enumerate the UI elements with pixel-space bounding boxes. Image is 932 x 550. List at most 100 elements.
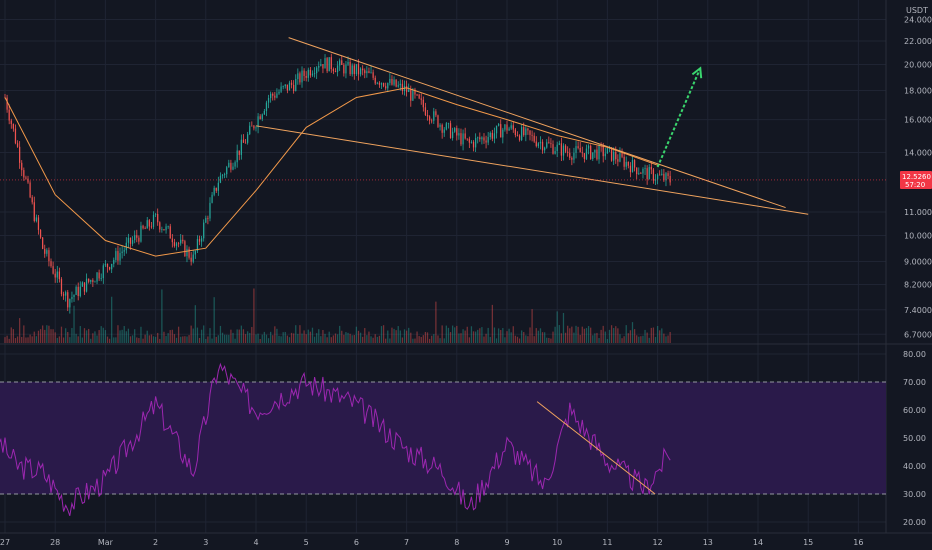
candle-body: [29, 182, 31, 198]
candle-body: [385, 86, 387, 89]
candle-body: [305, 75, 307, 78]
volume-bar: [175, 337, 178, 343]
volume-bar: [564, 332, 567, 343]
volume-bar: [278, 335, 280, 343]
volume-bar: [115, 337, 117, 343]
volume-bar: [531, 309, 533, 343]
candle-body: [416, 94, 418, 96]
candle-body: [138, 237, 140, 242]
volume-bar: [376, 336, 378, 343]
candle-body: [552, 144, 554, 154]
price-tick-label: 20.0000: [904, 61, 932, 70]
candle-body: [104, 263, 107, 266]
candle-body: [12, 123, 14, 129]
volume-bar: [541, 332, 544, 343]
volume-bar: [332, 335, 335, 343]
volume-bar: [433, 334, 435, 343]
candle-body: [362, 68, 364, 71]
volume-bar: [12, 329, 14, 343]
moving-average-line: [4, 87, 658, 257]
candle-body: [226, 167, 228, 175]
volume-bar: [508, 328, 510, 343]
candle-body: [456, 128, 458, 136]
candle-body: [598, 145, 600, 160]
candle-body: [535, 141, 537, 147]
candle-body: [389, 78, 391, 83]
candle-body: [642, 168, 644, 174]
candle-body: [544, 147, 546, 151]
volume-bar: [113, 337, 115, 343]
candle-body: [345, 64, 347, 74]
volume-bar: [316, 333, 318, 343]
candle-body: [48, 250, 50, 262]
volume-bar: [253, 288, 255, 343]
volume-bar: [274, 326, 276, 343]
volume-bar: [512, 326, 514, 343]
volume-bar: [633, 329, 636, 343]
volume-bar: [35, 336, 38, 343]
volume-bar: [177, 326, 180, 343]
volume-bar: [489, 336, 491, 343]
candle-body: [8, 109, 10, 121]
volume-bar: [125, 331, 127, 343]
candle-body: [192, 254, 194, 262]
wedge-trendline: [288, 37, 786, 209]
candle-body: [167, 226, 169, 228]
candle-body: [447, 123, 450, 125]
candle-body: [633, 160, 636, 168]
candle-body: [462, 133, 464, 145]
candle-body: [106, 263, 109, 268]
volume-bar: [19, 318, 21, 343]
volume-bar: [297, 333, 299, 343]
breakout-arrow: [656, 67, 702, 168]
candle-body: [238, 150, 240, 155]
candle-body: [96, 272, 98, 282]
candle-body: [313, 73, 316, 74]
volume-bar: [286, 335, 289, 343]
volume-bar: [163, 331, 165, 343]
candle-body: [111, 263, 113, 270]
x-tick-label: 14: [753, 538, 763, 547]
candle-body: [58, 271, 61, 280]
candle-body: [464, 133, 466, 139]
candle-body: [441, 124, 443, 133]
candle-body: [140, 225, 142, 242]
price-tag: [900, 170, 932, 189]
volume-bar: [529, 327, 531, 343]
x-tick-label: 27: [0, 538, 10, 547]
volume-bar: [562, 312, 565, 343]
candle-body: [117, 251, 119, 261]
candle-body: [399, 83, 401, 86]
volume-bar: [69, 337, 71, 343]
price-tick-label: 7.4000: [904, 306, 932, 315]
candle-body: [665, 173, 667, 181]
candle-body: [37, 217, 40, 230]
candle-body: [100, 278, 102, 279]
volume-bar: [48, 325, 50, 343]
candle-body: [282, 86, 284, 87]
candle-body: [508, 128, 510, 131]
candle-body: [355, 64, 358, 75]
rsi-tick-label: 40.00: [903, 462, 926, 471]
candle-body: [148, 220, 150, 227]
volume-bar: [152, 336, 155, 343]
candle-body: [606, 147, 609, 154]
candle-body: [326, 58, 328, 72]
candle-body: [219, 175, 222, 183]
candle-body: [541, 141, 544, 151]
volume-bar: [190, 325, 192, 343]
volume-bar: [408, 327, 410, 343]
volume-bar: [510, 332, 512, 343]
volume-bar: [579, 334, 581, 343]
volume-bar: [39, 329, 42, 343]
candle-body: [587, 145, 590, 149]
volume-bar: [213, 297, 215, 343]
volume-bar: [366, 335, 368, 343]
candle-body: [556, 144, 558, 152]
candle-body: [228, 162, 230, 168]
volume-bar: [217, 335, 219, 343]
volume-bar: [533, 336, 535, 343]
candle-body: [412, 89, 414, 101]
